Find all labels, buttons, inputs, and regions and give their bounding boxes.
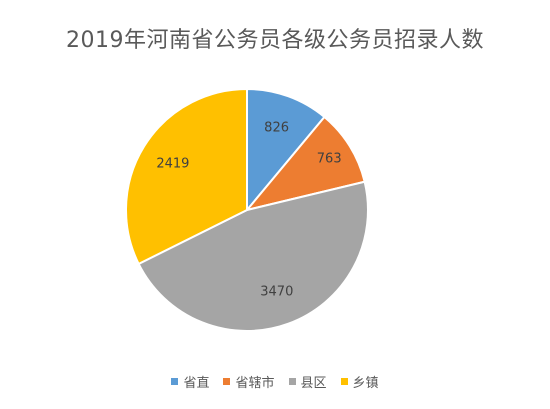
legend-item-1: 省直 bbox=[171, 372, 209, 391]
data-label-3: 3470 bbox=[260, 284, 293, 299]
data-label-1: 826 bbox=[264, 121, 289, 136]
legend-swatch-2 bbox=[223, 378, 231, 385]
chart-legend: 省直 省辖市 县区 乡镇 bbox=[0, 372, 550, 391]
legend-label-1: 省直 bbox=[183, 376, 210, 391]
legend-label-2: 省辖市 bbox=[235, 376, 275, 391]
pie-slice-4 bbox=[125, 87, 248, 266]
legend-item-3: 县区 bbox=[288, 372, 327, 391]
pie-slice-3 bbox=[137, 180, 369, 332]
legend-swatch-1 bbox=[171, 378, 179, 385]
legend-item-2: 省辖市 bbox=[223, 372, 275, 391]
data-label-4: 2419 bbox=[156, 157, 189, 172]
chart-title: 2019年河南省公务员各级公务员招录人数 bbox=[66, 28, 484, 53]
legend-item-4: 乡镇 bbox=[340, 372, 379, 391]
legend-label-4: 乡镇 bbox=[352, 376, 379, 391]
legend-swatch-4 bbox=[340, 378, 348, 385]
data-label-2: 763 bbox=[317, 151, 342, 166]
pie-slice-2 bbox=[244, 115, 366, 212]
legend-swatch-3 bbox=[288, 378, 296, 385]
pie-slice-1 bbox=[246, 87, 326, 213]
legend-label-3: 县区 bbox=[300, 376, 327, 391]
